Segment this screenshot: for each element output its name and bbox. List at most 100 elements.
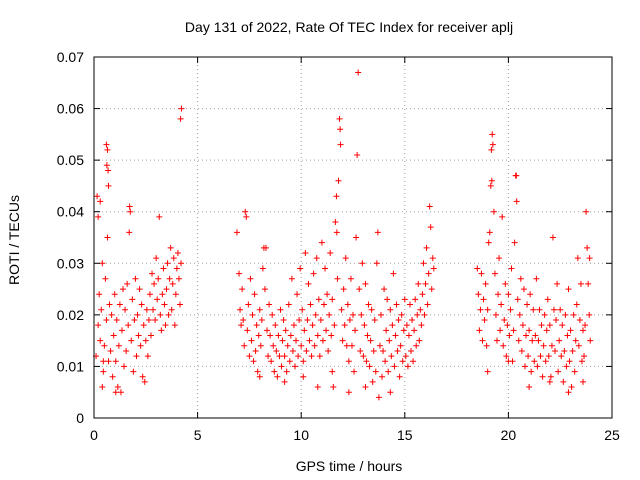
data-point [94, 193, 101, 200]
data-point [288, 275, 295, 282]
data-point [505, 358, 512, 365]
data-point [506, 332, 513, 339]
data-point [300, 358, 307, 365]
data-point [122, 306, 129, 313]
data-point [136, 286, 143, 293]
data-point [276, 353, 283, 360]
data-point [103, 141, 110, 148]
plot-frame [93, 56, 613, 419]
data-point [352, 327, 359, 334]
data-point [286, 358, 293, 365]
data-point [132, 275, 139, 282]
data-point [244, 327, 251, 334]
data-point [144, 353, 151, 360]
data-point [163, 286, 170, 293]
data-point [344, 301, 351, 308]
data-point [112, 358, 119, 365]
data-point [317, 317, 324, 324]
data-point [424, 301, 431, 308]
data-point [368, 306, 375, 313]
data-point [508, 265, 515, 272]
data-point [343, 342, 350, 349]
data-point [484, 306, 491, 313]
data-point [360, 353, 367, 360]
data-point [398, 311, 405, 318]
data-point [521, 363, 528, 370]
data-point [339, 337, 346, 344]
data-point [167, 244, 174, 251]
data-point [285, 301, 292, 308]
data-point [274, 373, 281, 380]
data-point [315, 296, 322, 303]
data-point [419, 291, 426, 298]
data-point [380, 347, 387, 354]
data-point [281, 353, 288, 360]
data-point [382, 358, 389, 365]
y-tick-label: 0.03 [57, 255, 84, 271]
data-point [297, 265, 304, 272]
data-point [511, 239, 518, 246]
data-point [568, 384, 575, 391]
data-point [166, 275, 173, 282]
data-point [124, 280, 131, 287]
data-point [525, 353, 532, 360]
y-tick-label: 0 [76, 410, 84, 426]
data-point [393, 301, 400, 308]
data-point [535, 337, 542, 344]
data-point [582, 322, 589, 329]
data-point [586, 255, 593, 262]
data-point [102, 275, 109, 282]
data-point [328, 332, 335, 339]
data-point [586, 311, 593, 318]
data-point [160, 265, 167, 272]
data-point [246, 353, 253, 360]
data-point [560, 378, 567, 385]
data-point [171, 322, 178, 329]
data-point [337, 126, 344, 133]
data-point [96, 291, 103, 298]
data-point [106, 301, 113, 308]
data-point [95, 213, 102, 220]
data-point [116, 301, 123, 308]
data-point [567, 327, 574, 334]
data-point [125, 322, 132, 329]
data-point [326, 311, 333, 318]
data-point [149, 270, 156, 277]
data-point [173, 265, 180, 272]
data-point [578, 358, 585, 365]
data-point [552, 347, 559, 354]
data-point [487, 182, 494, 189]
data-point [341, 322, 348, 329]
data-point [559, 322, 566, 329]
data-point [391, 363, 398, 370]
x-tick-label: 25 [604, 427, 620, 443]
data-point [103, 317, 110, 324]
data-point [529, 337, 536, 344]
data-point [121, 363, 128, 370]
data-point [526, 327, 533, 334]
data-point [516, 311, 523, 318]
data-point [537, 353, 544, 360]
data-point [153, 255, 160, 262]
x-tick-label: 10 [293, 427, 309, 443]
data-point [363, 358, 370, 365]
data-point [314, 332, 321, 339]
data-point [396, 373, 403, 380]
data-point [253, 322, 260, 329]
data-point [123, 347, 130, 354]
data-point [258, 317, 265, 324]
data-point [105, 182, 112, 189]
data-point [408, 347, 415, 354]
data-point [482, 280, 489, 287]
data-point [362, 280, 369, 287]
data-point [585, 280, 592, 287]
data-point [251, 291, 258, 298]
y-tick-label: 0.07 [57, 49, 84, 65]
data-point [275, 332, 282, 339]
data-point [165, 311, 172, 318]
data-point [415, 280, 422, 287]
data-point [115, 342, 122, 349]
data-point [242, 208, 249, 215]
data-point [366, 363, 373, 370]
data-point [365, 301, 372, 308]
